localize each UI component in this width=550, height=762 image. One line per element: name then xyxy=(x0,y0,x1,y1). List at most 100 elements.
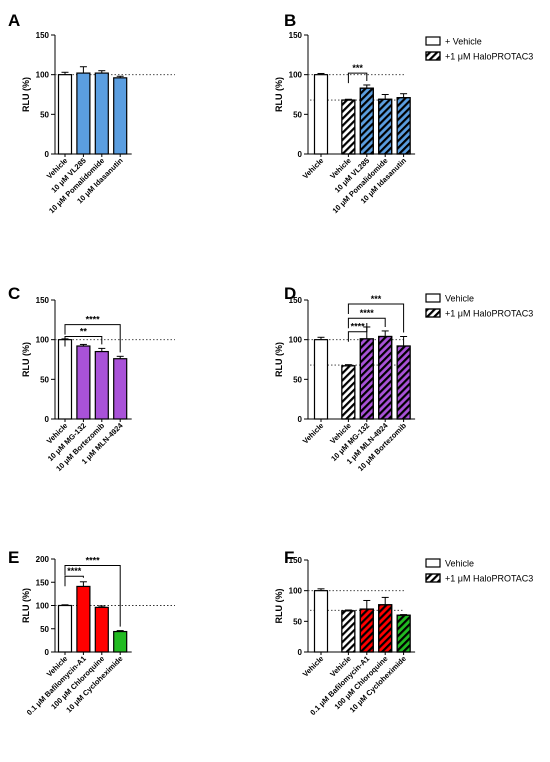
legend-label: + Vehicle xyxy=(445,37,482,47)
legend-label: Vehicle xyxy=(445,294,474,304)
panel-letter: E xyxy=(8,548,19,567)
significance-label: **** xyxy=(360,308,375,318)
y-tick-label: 50 xyxy=(40,625,49,634)
y-tick-label: 150 xyxy=(289,296,303,305)
y-tick-label: 50 xyxy=(40,375,49,384)
legend-swatch xyxy=(425,293,441,303)
bar-hatch xyxy=(341,610,356,653)
legend-swatch-hatch xyxy=(425,573,441,583)
y-tick-label: 150 xyxy=(289,31,303,40)
y-tick-label: 0 xyxy=(298,648,303,657)
y-tick-label: 150 xyxy=(289,556,303,565)
significance-bracket xyxy=(64,335,103,347)
legend-swatch-hatch xyxy=(425,51,441,61)
panel-letter: B xyxy=(284,11,296,30)
bar xyxy=(113,77,128,155)
bar-hatch xyxy=(396,345,411,420)
significance-label: **** xyxy=(86,556,101,566)
y-tick-label: 150 xyxy=(36,296,50,305)
significance-label: *** xyxy=(371,294,382,304)
y-tick-label: 50 xyxy=(293,617,302,626)
x-tick-label: Vehicle xyxy=(301,421,326,446)
y-tick-label: 0 xyxy=(45,150,50,159)
bar-hatch xyxy=(378,604,393,653)
y-tick-label: 100 xyxy=(289,71,303,80)
y-tick-label: 0 xyxy=(45,415,50,424)
panel-letter: C xyxy=(8,284,20,303)
bar xyxy=(57,74,73,155)
significance-bracket xyxy=(347,322,368,342)
bar-hatch xyxy=(359,608,374,653)
bar-hatch xyxy=(378,335,393,420)
y-tick-label: 150 xyxy=(36,578,50,587)
y-axis-title: RLU (%) xyxy=(21,588,31,623)
bar xyxy=(57,604,73,653)
y-tick-label: 100 xyxy=(289,587,303,596)
y-tick-label: 150 xyxy=(36,31,50,40)
bar-hatch xyxy=(378,98,393,155)
bar xyxy=(313,339,329,420)
bar-hatch xyxy=(341,99,356,155)
y-tick-label: 100 xyxy=(36,602,50,611)
bar xyxy=(76,72,91,155)
significance-bracket xyxy=(64,575,84,587)
y-tick-label: 200 xyxy=(36,555,50,564)
legend-swatch xyxy=(425,558,441,568)
panel-letter: D xyxy=(284,284,296,303)
y-tick-label: 0 xyxy=(45,648,50,657)
legend-label: +1 μM HaloPROTAC3 xyxy=(445,574,533,584)
y-tick-label: 100 xyxy=(36,336,50,345)
y-tick-label: 0 xyxy=(298,150,303,159)
significance-bracket xyxy=(347,317,386,329)
bar xyxy=(313,590,329,653)
bar xyxy=(57,339,73,420)
y-tick-label: 50 xyxy=(293,375,302,384)
bar-hatch xyxy=(359,338,374,420)
legend-swatch-hatch xyxy=(425,308,441,318)
y-axis-title: RLU (%) xyxy=(274,342,284,377)
panel-letter: A xyxy=(8,11,20,30)
bar-hatch xyxy=(396,97,411,155)
y-axis-title: RLU (%) xyxy=(21,77,31,112)
bar xyxy=(76,345,91,420)
y-tick-label: 50 xyxy=(293,110,302,119)
x-tick-label: Vehicle xyxy=(301,156,326,181)
significance-label: **** xyxy=(351,322,366,332)
bar xyxy=(94,350,109,420)
significance-label: **** xyxy=(67,566,82,576)
significance-bracket xyxy=(64,324,121,353)
bar xyxy=(94,606,109,653)
bar xyxy=(94,72,109,155)
bar xyxy=(113,630,128,653)
significance-label: *** xyxy=(352,63,363,73)
significance-bracket xyxy=(347,72,368,84)
y-axis-title: RLU (%) xyxy=(274,77,284,112)
significance-bracket xyxy=(347,303,405,333)
y-tick-label: 100 xyxy=(36,71,50,80)
significance-label: **** xyxy=(86,315,101,325)
x-tick-label: Vehicle xyxy=(301,654,326,679)
y-axis-title: RLU (%) xyxy=(21,342,31,377)
y-axis-title: RLU (%) xyxy=(274,589,284,624)
bar xyxy=(313,74,329,155)
legend-swatch xyxy=(425,36,441,46)
bar-hatch xyxy=(396,614,411,653)
legend-label: Vehicle xyxy=(445,559,474,569)
panel-letter: F xyxy=(284,548,294,567)
significance-bracket xyxy=(64,565,121,627)
legend-label: +1 μM HaloPROTAC3 xyxy=(445,309,533,319)
y-tick-label: 100 xyxy=(289,336,303,345)
y-tick-label: 50 xyxy=(40,110,49,119)
bar-hatch xyxy=(341,365,356,420)
legend-label: +1 μM HaloPROTAC3 xyxy=(445,52,533,62)
bar xyxy=(76,585,91,653)
y-tick-label: 0 xyxy=(298,415,303,424)
significance-label: ** xyxy=(80,326,88,336)
